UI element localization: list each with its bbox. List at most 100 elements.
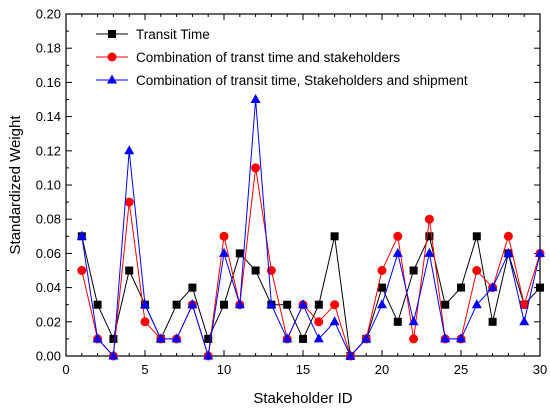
data-point [251,266,260,275]
data-point [503,231,513,241]
legend-marker [107,52,117,62]
data-point [441,300,450,309]
data-point [424,247,435,257]
y-tick-label: 0.08 [36,212,61,227]
data-point [282,333,293,343]
data-point [314,317,324,327]
data-point [251,163,261,173]
data-point [124,145,135,155]
data-point [92,333,103,343]
data-point [393,317,402,326]
data-point [457,283,465,292]
data-point [535,247,545,257]
data-point [392,247,403,257]
x-tick-label: 5 [141,362,148,377]
y-tick-label: 0.12 [36,143,61,158]
data-point [220,300,228,309]
data-point [536,283,544,292]
data-point [488,317,497,326]
y-tick-label: 0.02 [36,314,61,329]
data-point [188,283,197,292]
y-tick-label: 0.10 [36,178,61,193]
data-point [140,299,150,309]
data-point [204,334,213,343]
data-point [250,94,261,103]
data-point [456,333,466,343]
data-point [409,334,419,344]
data-point [155,333,166,343]
data-point [298,299,308,309]
data-point [361,333,372,343]
data-point [108,350,119,360]
data-point [125,266,134,275]
legend-label: Transit Time [136,27,210,42]
data-point [283,300,292,309]
y-axis-title: Standardized Weight [7,115,24,255]
data-point [329,316,340,326]
data-point [425,232,434,241]
y-tick-label: 0.04 [36,280,61,295]
data-point [471,299,482,309]
data-point [472,266,482,275]
data-point [299,334,307,343]
x-tick-label: 25 [454,362,468,377]
y-tick-label: 0.06 [36,246,61,261]
y-tick-label: 0.20 [36,7,61,22]
data-point [519,300,529,310]
data-point [266,299,277,309]
data-point [519,316,530,326]
data-point [109,334,118,343]
data-point [140,317,150,327]
series-line [81,99,541,358]
data-point [378,283,386,292]
y-tick-label: 0.14 [36,109,61,124]
data-point [77,266,87,275]
legend-label: Combination of transit time, Stakeholder… [136,73,468,88]
series-1 [77,232,544,360]
data-point [330,232,339,241]
data-point [408,316,419,326]
x-tick-label: 20 [375,362,389,377]
data-point [76,230,87,240]
legend-marker [107,74,117,84]
data-point [393,231,403,241]
data-point [440,333,451,343]
series-line [81,167,541,358]
x-tick-label: 10 [217,362,231,377]
data-point [93,300,102,309]
legend: Transit Time Combination of transt time a… [96,27,468,88]
data-point [345,350,356,360]
data-point [330,300,340,310]
data-point [377,299,387,309]
data-point [487,282,498,292]
data-series [76,94,545,361]
data-point [234,299,245,309]
data-point [203,350,214,360]
data-point [124,197,134,207]
data-point [235,249,244,258]
data-point [172,300,181,309]
data-point [409,266,418,275]
data-point [503,247,514,257]
y-tick-label: 0.16 [36,75,61,90]
data-point [314,300,323,309]
data-point [313,333,324,343]
y-tick-label: 0.00 [36,349,61,364]
data-point [377,266,387,275]
data-point [219,247,229,257]
x-tick-label: 15 [296,362,310,377]
data-point [171,333,182,343]
data-point [219,231,229,241]
axis-ticks: 0.00 0.02 0.04 0.06 0.08 0.10 0.12 0.14 0.16 0.18… [36,7,548,378]
x-tick-label: 0 [62,362,69,377]
legend-label: Combination of transt time and stakehold… [136,50,400,65]
y-tick-label: 0.18 [36,41,61,56]
data-point [187,299,198,309]
data-point [472,232,481,241]
data-point [424,214,434,224]
x-axis-title: Stakeholder ID [253,390,352,407]
series-2 [77,163,545,361]
legend-marker [108,30,116,38]
